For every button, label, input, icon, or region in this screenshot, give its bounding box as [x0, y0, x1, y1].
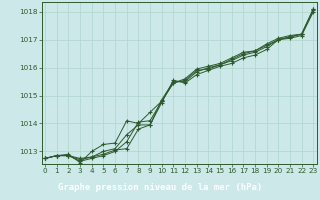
Text: Graphe pression niveau de la mer (hPa): Graphe pression niveau de la mer (hPa)	[58, 184, 262, 192]
